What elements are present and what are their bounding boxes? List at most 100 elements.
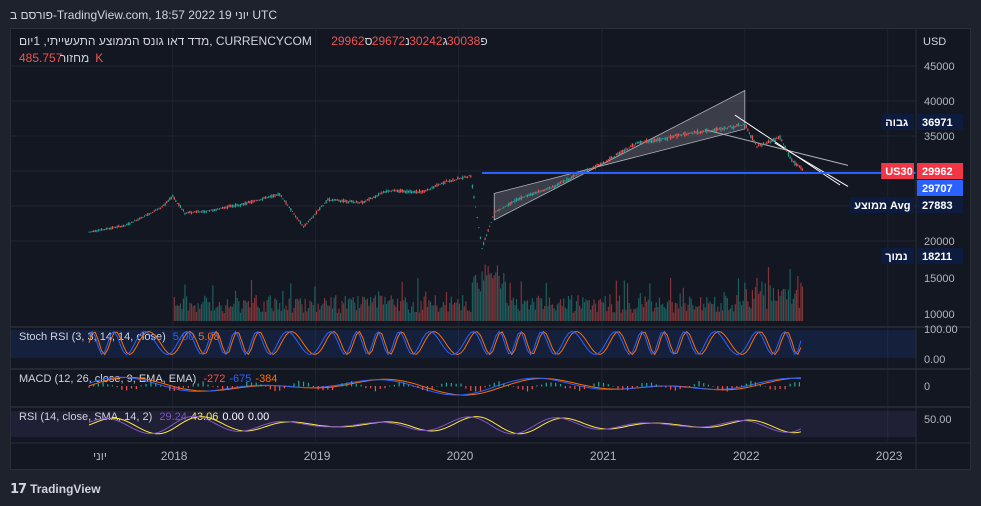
volume-bar: [466, 310, 469, 321]
macd-histogram-bar: [717, 386, 719, 390]
candle: [357, 202, 359, 204]
candle: [626, 148, 629, 150]
candle: [207, 210, 209, 212]
candle: [155, 209, 157, 211]
volume-bar: [490, 272, 492, 321]
candle: [698, 131, 700, 134]
candle: [676, 133, 678, 138]
candle: [215, 208, 217, 211]
candle: [551, 185, 554, 188]
candle: [105, 227, 107, 230]
candle: [429, 188, 432, 190]
chart-frame[interactable]: Stoch RSI (3, 3, 14, 14, close) 5.00 5.08…: [10, 28, 971, 470]
candle: [548, 186, 551, 189]
candle: [199, 211, 201, 213]
candle: [181, 208, 183, 210]
candle: [400, 189, 402, 192]
candle: [756, 146, 758, 148]
macd-histogram-bar: [450, 383, 452, 387]
candle: [119, 226, 121, 228]
volume-bar: [255, 295, 257, 321]
chart-svg[interactable]: Stoch RSI (3, 3, 14, 14, close) 5.00 5.08…: [11, 29, 970, 469]
volume-bar: [324, 298, 326, 321]
volume-bar: [715, 311, 717, 321]
candle: [593, 166, 595, 168]
volume-bar: [797, 276, 799, 321]
candle: [210, 209, 212, 211]
candle: [315, 211, 318, 214]
candle: [257, 200, 259, 201]
candle: [479, 236, 482, 239]
volume-bar: [533, 301, 535, 321]
volume-bar: [349, 298, 351, 321]
candle: [460, 178, 462, 179]
volume-bar: [696, 306, 699, 321]
candle: [706, 128, 708, 133]
candle: [363, 201, 365, 203]
volume-bar: [475, 274, 477, 321]
volume-bar: [395, 306, 397, 321]
volume-bar: [299, 298, 301, 321]
candle: [530, 193, 532, 196]
macd-histogram-bar: [674, 386, 676, 391]
candle: [127, 222, 129, 226]
volume-bar: [786, 299, 788, 321]
volume-bar: [450, 296, 452, 321]
volume-bar: [225, 305, 227, 321]
macd-histogram-bar: [484, 386, 486, 388]
volume-bar: [333, 297, 335, 321]
volume-bar: [493, 275, 495, 321]
volume-bar: [309, 300, 311, 321]
macd-histogram-bar: [116, 386, 118, 388]
candle: [594, 165, 597, 169]
candle: [182, 209, 185, 211]
volume-bar: [420, 301, 422, 321]
volume-bar: [669, 278, 672, 321]
macd-histogram-bar: [279, 386, 281, 391]
volume-bar: [207, 301, 209, 321]
volume-bar: [617, 301, 619, 321]
candle: [140, 217, 142, 219]
candle: [476, 216, 478, 218]
candle: [187, 211, 189, 213]
price-series: [88, 122, 804, 250]
candle: [285, 201, 287, 205]
macd-histogram-bar: [794, 382, 796, 387]
candle: [312, 215, 314, 218]
macd-histogram-bar: [331, 386, 334, 391]
volume-bar: [277, 309, 279, 321]
volume-bar: [754, 287, 757, 321]
candle: [428, 189, 430, 191]
volume-bar: [530, 304, 532, 321]
macd-histogram-bar: [498, 381, 500, 387]
volume-bar: [403, 300, 405, 321]
volume-bar: [504, 281, 506, 321]
volume-bar: [610, 304, 613, 321]
macd-histogram-bar: [470, 386, 472, 391]
macd-histogram-bar: [384, 386, 386, 389]
volume-bar: [701, 310, 703, 321]
volume-bar: [287, 309, 289, 321]
macd-histogram-bar: [197, 383, 199, 387]
volume-bar: [787, 289, 790, 321]
candle: [247, 200, 249, 203]
volume-bar: [462, 295, 464, 321]
candle: [392, 190, 394, 192]
volume-bar: [266, 300, 268, 321]
macd-histogram-bar: [274, 386, 276, 392]
volume-bar: [556, 304, 558, 321]
volume-bar: [280, 310, 282, 321]
y-tick-label: 20000: [924, 236, 955, 248]
candle: [218, 208, 220, 210]
volume-bar: [460, 310, 462, 321]
volume-bar: [657, 306, 659, 321]
macd-histogram-bar: [741, 385, 743, 387]
volume-bar: [387, 301, 389, 321]
volume-bar: [486, 275, 488, 321]
volume-bar: [733, 311, 735, 321]
macd-histogram-bar: [655, 384, 657, 387]
candle: [761, 143, 763, 147]
candle: [662, 138, 664, 139]
volume-bar: [478, 288, 480, 321]
volume-bar: [650, 301, 653, 321]
